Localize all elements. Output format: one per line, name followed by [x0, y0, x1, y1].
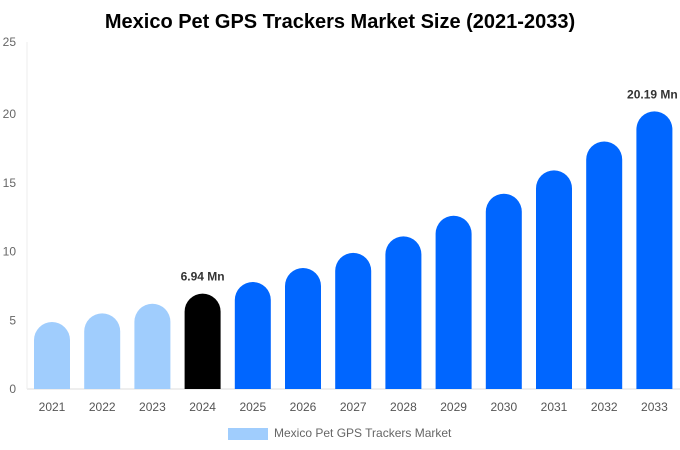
x-tick-label: 2033: [641, 400, 668, 414]
bar-2032[interactable]: [586, 141, 623, 389]
data-label: 20.19 Mn: [627, 87, 678, 101]
x-tick-label: 2026: [290, 400, 317, 414]
bar-2030[interactable]: [485, 193, 522, 389]
x-tick-label: 2025: [239, 400, 266, 414]
bar-2027[interactable]: [335, 252, 372, 389]
x-tick-label: 2028: [390, 400, 417, 414]
bar-2022[interactable]: [84, 313, 121, 389]
x-tick-label: 2021: [39, 400, 66, 414]
x-tick-label: 2031: [541, 400, 568, 414]
bar-2028[interactable]: [385, 236, 422, 389]
y-tick-label: 5: [9, 313, 16, 327]
x-tick-label: 2027: [340, 400, 367, 414]
bar-2026[interactable]: [285, 268, 321, 389]
data-label: 6.94 Mn: [181, 270, 225, 284]
chart-title: Mexico Pet GPS Trackers Market Size (202…: [105, 11, 575, 33]
x-tick-label: 2032: [591, 400, 618, 414]
y-tick-label: 25: [3, 35, 17, 49]
y-tick-label: 10: [3, 245, 17, 259]
bar-2021[interactable]: [34, 322, 70, 389]
y-tick-label: 15: [3, 176, 17, 190]
legend-label[interactable]: Mexico Pet GPS Trackers Market: [274, 426, 452, 440]
y-tick-label: 0: [9, 382, 16, 396]
bar-2029[interactable]: [435, 215, 472, 389]
x-tick-label: 2022: [89, 400, 116, 414]
legend-swatch: [228, 428, 268, 440]
x-tick-label: 2029: [440, 400, 467, 414]
x-tick-label: 2024: [189, 400, 216, 414]
bar-2024[interactable]: [184, 293, 221, 389]
y-tick-label: 20: [3, 107, 17, 121]
bar-2033[interactable]: [636, 111, 673, 389]
bar-2031[interactable]: [536, 170, 572, 389]
bar-2025[interactable]: [234, 282, 271, 389]
x-tick-label: 2030: [490, 400, 517, 414]
x-tick-label: 2023: [139, 400, 166, 414]
bar-2023[interactable]: [134, 303, 171, 389]
